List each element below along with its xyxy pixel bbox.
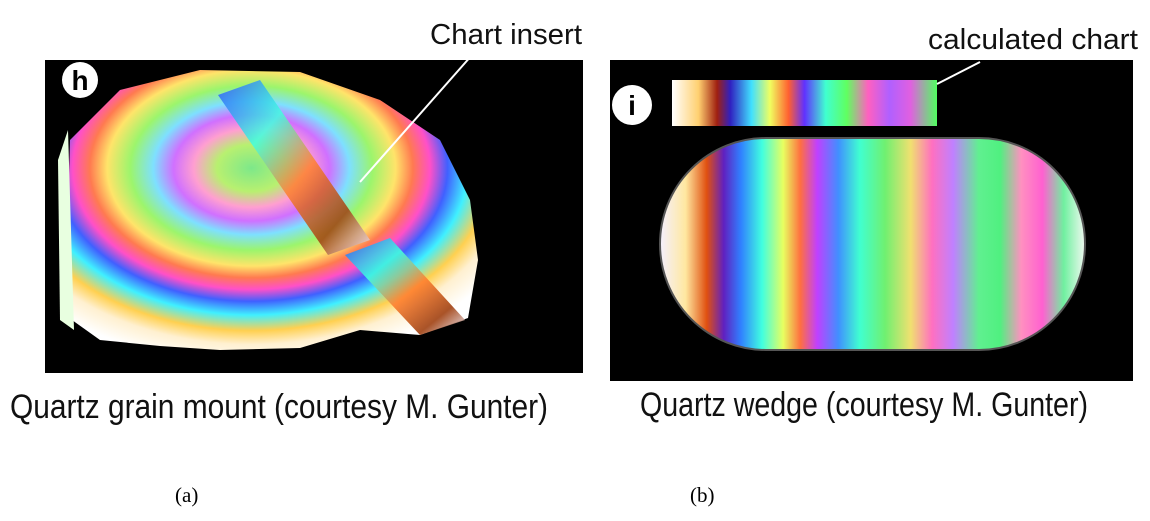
sublabel: (b) bbox=[690, 483, 715, 507]
quartz-wedge bbox=[660, 138, 1085, 350]
panel-a: h Chart insert Quartz grain mount (court… bbox=[10, 19, 583, 507]
panel-letter: i bbox=[628, 90, 636, 121]
annotation: calculated chart bbox=[928, 24, 1138, 56]
page: h Chart insert Quartz grain mount (court… bbox=[0, 0, 1150, 521]
calculated-strip bbox=[672, 80, 937, 126]
sublabel: (a) bbox=[175, 483, 198, 507]
caption: Quartz wedge (courtesy M. Gunter) bbox=[640, 386, 1088, 424]
figure: h Chart insert Quartz grain mount (court… bbox=[0, 0, 1150, 521]
caption: Quartz grain mount (courtesy M. Gunter) bbox=[10, 388, 548, 426]
panel-b: i calculated chart Quartz wedge (courtes… bbox=[610, 24, 1138, 507]
panel-letter: h bbox=[71, 65, 88, 96]
annotation: Chart insert bbox=[430, 19, 582, 51]
